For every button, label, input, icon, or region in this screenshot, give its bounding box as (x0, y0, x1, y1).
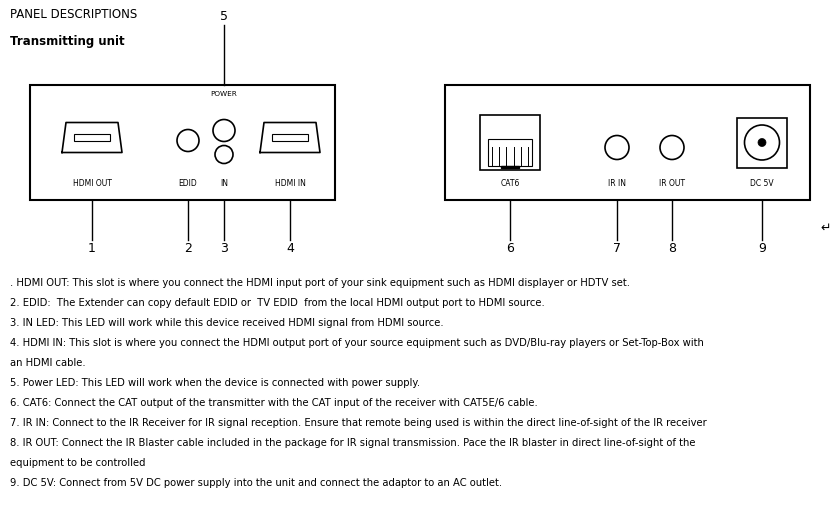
Text: DC 5V: DC 5V (750, 179, 774, 188)
Bar (74, 134, 110, 141)
Text: 4: 4 (286, 242, 294, 255)
Text: 3: 3 (220, 242, 228, 255)
Text: 5: 5 (220, 10, 228, 23)
Text: PANEL DESCRIPTIONS: PANEL DESCRIPTIONS (10, 8, 137, 21)
Circle shape (758, 139, 766, 146)
Text: 3. IN LED: This LED will work while this device received HDMI signal from HDMI s: 3. IN LED: This LED will work while this… (10, 318, 444, 328)
Text: 7: 7 (613, 242, 621, 255)
Text: 6: 6 (506, 242, 514, 255)
Bar (480, 115, 540, 170)
Polygon shape (62, 122, 122, 153)
Text: ↵: ↵ (821, 221, 831, 234)
Bar (737, 118, 787, 167)
Bar (272, 134, 308, 141)
Text: 2. EDID:  The Extender can copy default EDID or  TV EDID  from the local HDMI ou: 2. EDID: The Extender can copy default E… (10, 298, 545, 308)
Text: 6. CAT6: Connect the CAT output of the transmitter with the CAT input of the rec: 6. CAT6: Connect the CAT output of the t… (10, 398, 538, 408)
Text: IR IN: IR IN (608, 179, 626, 188)
Text: an HDMI cable.: an HDMI cable. (10, 358, 85, 368)
Text: 8. IR OUT: Connect the IR Blaster cable included in the package for IR signal tr: 8. IR OUT: Connect the IR Blaster cable … (10, 438, 696, 448)
Text: 9. DC 5V: Connect from 5V DC power supply into the unit and connect the adaptor : 9. DC 5V: Connect from 5V DC power suppl… (10, 478, 502, 488)
Text: 1: 1 (88, 242, 96, 255)
Text: CAT6: CAT6 (500, 179, 520, 188)
Bar (30, 85, 335, 200)
Text: IR OUT: IR OUT (659, 179, 685, 188)
Text: 8: 8 (668, 242, 676, 255)
Text: 4. HDMI IN: This slot is where you connect the HDMI output port of your source e: 4. HDMI IN: This slot is where you conne… (10, 338, 704, 348)
Text: EDID: EDID (179, 179, 197, 188)
Text: . HDMI OUT: This slot is where you connect the HDMI input port of your sink equi: . HDMI OUT: This slot is where you conne… (10, 278, 630, 288)
Text: equipment to be controlled: equipment to be controlled (10, 458, 145, 468)
Text: POWER: POWER (211, 91, 237, 97)
Bar (488, 139, 532, 166)
Text: 5. Power LED: This LED will work when the device is connected with power supply.: 5. Power LED: This LED will work when th… (10, 378, 421, 388)
Polygon shape (502, 166, 518, 168)
Text: Transmitting unit: Transmitting unit (10, 35, 125, 48)
Text: 7. IR IN: Connect to the IR Receiver for IR signal reception. Ensure that remote: 7. IR IN: Connect to the IR Receiver for… (10, 418, 706, 428)
Text: HDMI IN: HDMI IN (274, 179, 305, 188)
Polygon shape (260, 122, 320, 153)
Text: 2: 2 (184, 242, 192, 255)
Text: HDMI OUT: HDMI OUT (73, 179, 111, 188)
Text: IN: IN (220, 179, 228, 188)
Bar (445, 85, 810, 200)
Text: 9: 9 (758, 242, 766, 255)
